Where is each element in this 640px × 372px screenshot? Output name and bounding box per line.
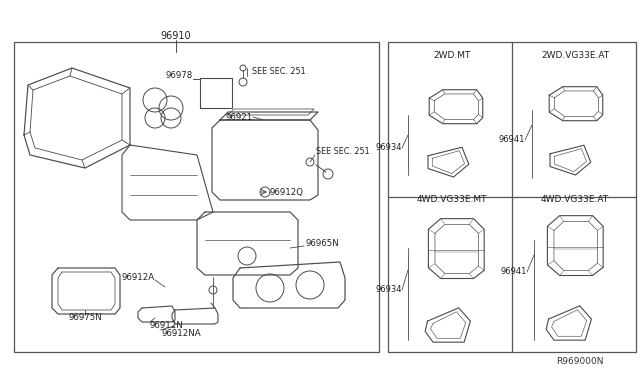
Text: R969000N: R969000N [556,357,604,366]
Text: 96912A: 96912A [122,273,155,282]
Text: 96912Q: 96912Q [270,187,304,196]
Bar [14,42,379,352]
Text: 96965N: 96965N [305,240,339,248]
Text: 96975N: 96975N [68,314,102,323]
Text: 4WD.VG33E.MT: 4WD.VG33E.MT [417,195,487,203]
Text: 96978: 96978 [166,71,193,80]
Text: 2WD.MT: 2WD.MT [433,51,470,61]
Text: SEE SEC. 251: SEE SEC. 251 [252,67,306,77]
Text: 96912NA: 96912NA [162,328,202,337]
Bar [388,42,636,352]
Text: 96941: 96941 [499,135,525,144]
Text: 96934: 96934 [376,285,402,295]
Text: SEE SEC. 251: SEE SEC. 251 [316,148,370,157]
Text: 96912N: 96912N [150,321,184,330]
Text: 2WD.VG33E.AT: 2WD.VG33E.AT [541,51,609,61]
Text: 4WD.VG33E.AT: 4WD.VG33E.AT [541,195,609,203]
Text: 96921: 96921 [226,112,253,122]
Text: 96910: 96910 [161,31,191,41]
Text: 96934: 96934 [376,144,402,153]
Text: 96941: 96941 [500,267,527,276]
